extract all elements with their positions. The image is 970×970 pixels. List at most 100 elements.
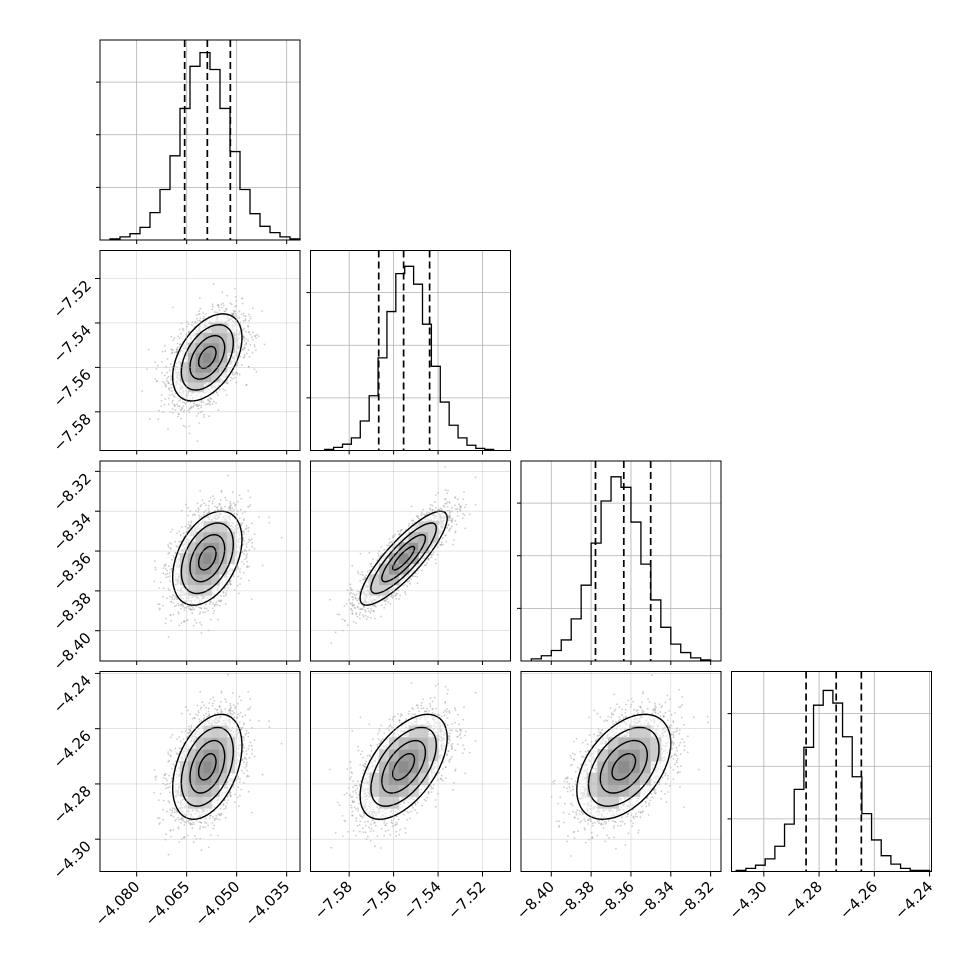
sample-point <box>249 344 252 346</box>
sample-point <box>154 361 157 363</box>
sample-point <box>188 432 191 435</box>
sample-point <box>233 310 236 313</box>
sample-point <box>171 596 174 599</box>
sample-point <box>247 489 250 492</box>
sample-point <box>217 409 220 412</box>
sample-point <box>173 403 176 406</box>
sample-point <box>165 379 168 382</box>
sample-point <box>164 567 167 570</box>
sample-point <box>158 603 161 606</box>
sample-point <box>257 335 260 338</box>
sample-point <box>251 541 254 544</box>
sample-point <box>141 390 144 393</box>
sample-point <box>211 305 214 308</box>
sample-point <box>164 350 167 353</box>
sample-point <box>198 310 201 312</box>
sample-point <box>249 315 251 318</box>
sample-point <box>237 566 240 568</box>
sample-point <box>170 386 173 389</box>
sample-point <box>147 348 150 351</box>
sample-point <box>234 312 237 315</box>
sample-point <box>176 532 179 535</box>
sample-point <box>197 319 199 322</box>
sample-point <box>212 602 214 604</box>
sample-point <box>163 382 166 384</box>
sample-point <box>241 512 244 515</box>
sample-point <box>166 371 169 374</box>
sample-point <box>157 418 160 420</box>
sample-point <box>199 611 202 613</box>
sample-point <box>220 303 223 306</box>
sample-point <box>162 587 165 590</box>
sample-point <box>199 505 202 508</box>
sample-point <box>222 388 224 390</box>
sample-point <box>204 611 207 613</box>
contour-line <box>198 345 217 370</box>
sample-point <box>199 490 202 492</box>
sample-point <box>243 571 245 574</box>
sample-point <box>226 584 229 586</box>
sample-point <box>210 397 213 400</box>
sample-point <box>246 553 249 556</box>
sample-point <box>184 503 187 506</box>
sample-point <box>197 405 200 407</box>
sample-point <box>205 313 208 315</box>
sample-point <box>180 607 182 610</box>
sample-point <box>229 502 232 505</box>
sample-point <box>229 302 232 305</box>
sample-point <box>162 604 165 607</box>
sample-point <box>163 403 166 406</box>
sample-point <box>231 373 234 376</box>
sample-point <box>154 566 157 569</box>
sample-point <box>221 306 223 309</box>
sample-point <box>241 522 244 524</box>
sample-point <box>219 594 222 597</box>
sample-point <box>172 411 174 414</box>
sample-point <box>238 494 241 497</box>
sample-point <box>217 303 220 306</box>
sample-point <box>207 507 210 510</box>
sample-point <box>178 328 181 331</box>
histogram-steps <box>109 51 301 240</box>
sample-point <box>170 375 173 377</box>
sample-point <box>230 504 233 507</box>
sample-point <box>177 415 179 418</box>
sample-point <box>221 291 224 294</box>
sample-point <box>176 403 179 406</box>
panel-frame <box>99 39 301 241</box>
sample-point <box>169 614 172 617</box>
sample-point <box>251 336 253 339</box>
sample-point <box>176 342 179 345</box>
sample-point <box>184 525 187 528</box>
sample-point <box>171 408 174 410</box>
sample-point <box>183 607 186 609</box>
sample-point <box>189 609 192 611</box>
sample-point <box>212 612 215 615</box>
sample-point <box>178 413 180 416</box>
sample-point <box>184 426 187 428</box>
sample-point <box>179 534 182 537</box>
sample-point <box>160 405 163 408</box>
sample-point <box>229 507 232 510</box>
sample-point <box>178 337 181 340</box>
sample-point <box>181 407 183 409</box>
sample-point <box>206 512 209 515</box>
histogram-panel-3 <box>517 460 722 662</box>
sample-point <box>182 405 185 407</box>
histogram-panel-2 <box>306 250 511 451</box>
sample-point <box>203 511 205 514</box>
sample-point <box>233 509 236 511</box>
sample-point <box>173 337 176 339</box>
sample-point <box>188 408 191 411</box>
sample-point <box>184 403 187 405</box>
sample-point <box>236 317 239 319</box>
sample-point <box>162 572 165 575</box>
sample-point <box>222 302 224 305</box>
sample-point <box>204 607 206 610</box>
panel-content <box>100 461 300 661</box>
sample-point <box>197 507 200 510</box>
sample-point <box>167 375 170 378</box>
sample-point <box>190 405 193 408</box>
sample-point <box>245 383 248 386</box>
